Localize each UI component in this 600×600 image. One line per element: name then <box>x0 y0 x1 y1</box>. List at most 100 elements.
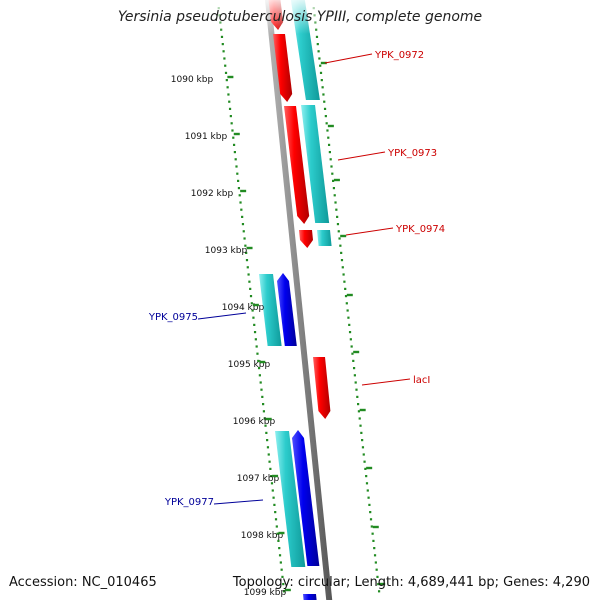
major-tick-left <box>284 588 291 592</box>
tick-dot <box>376 575 379 578</box>
axis-tick-label: 1096 kbp <box>233 417 276 427</box>
feature-callouts: YPK_0972 YPK_0973 YPK_0974 lacI YPK_0975 YPK_… <box>148 50 445 508</box>
tick-dot <box>327 136 330 139</box>
tick-dot <box>234 158 237 161</box>
cds-forward <box>299 230 313 248</box>
tick-dot <box>249 295 253 298</box>
axis-tick-label: 1095 kbp <box>228 360 271 370</box>
tick-dot <box>277 539 280 542</box>
tick-dot <box>346 309 349 312</box>
tick-dot <box>348 331 352 334</box>
tick-dot <box>365 482 369 485</box>
tick-dot <box>257 367 261 370</box>
tick-dot <box>361 446 365 449</box>
gene-block <box>317 230 332 246</box>
tick-dot <box>253 323 256 326</box>
tick-dot <box>237 187 241 190</box>
tick-dot <box>240 208 243 211</box>
tick-dot <box>367 496 370 499</box>
tick-dot <box>331 172 334 175</box>
feature-label-reverse: YPK_0975 <box>148 312 198 323</box>
axis-tick-label: 1092 kbp <box>191 189 234 199</box>
tick-dot <box>227 93 230 96</box>
tick-dot <box>229 115 232 118</box>
feature-label-reverse: YPK_0977 <box>164 497 214 508</box>
tick-dot <box>250 302 253 305</box>
tick-dot <box>369 511 372 514</box>
tick-dot <box>366 489 369 492</box>
tick-dots-right <box>312 7 381 593</box>
tick-dot <box>352 359 355 362</box>
tick-dot <box>273 503 276 506</box>
tick-dot <box>278 547 281 550</box>
tick-dot <box>353 374 356 377</box>
feature-label-forward: lacI <box>413 375 430 386</box>
tick-dot <box>373 554 377 557</box>
tick-dot <box>347 316 350 319</box>
tick-dot <box>223 57 226 60</box>
major-tick-left <box>246 246 253 250</box>
tick-dot <box>338 237 341 240</box>
tick-dot <box>225 79 228 82</box>
cds-reverse <box>292 430 320 566</box>
tick-dot <box>352 367 356 370</box>
tick-dot <box>274 511 277 514</box>
tick-dot <box>237 179 240 182</box>
tick-dot <box>260 388 263 391</box>
cds-forward <box>313 357 331 419</box>
tick-dot <box>256 352 259 355</box>
major-tick-left <box>265 417 272 421</box>
tick-dot <box>270 475 273 478</box>
tick-dot <box>345 302 348 305</box>
axis-tick-label: 1090 kbp <box>171 75 214 85</box>
tick-dot <box>373 547 376 550</box>
tick-dot <box>262 403 265 406</box>
tick-dot <box>232 143 236 146</box>
callout-line <box>345 227 394 236</box>
tick-dot <box>265 431 268 434</box>
callout-line <box>197 312 247 320</box>
tick-dot <box>233 151 236 154</box>
tick-dot <box>263 417 266 420</box>
tick-dot <box>255 345 258 348</box>
tick-dot <box>374 561 377 564</box>
tick-dot <box>354 381 357 384</box>
tick-dot <box>274 518 278 521</box>
tick-dot <box>253 331 257 334</box>
tick-dot <box>322 93 325 96</box>
tick-dot <box>258 374 261 377</box>
tick-dot <box>362 453 365 456</box>
tick-dot <box>320 79 323 82</box>
tick-dot <box>269 467 272 470</box>
tick-dot <box>336 223 340 226</box>
tick-dot <box>267 453 270 456</box>
gene-block <box>301 105 330 223</box>
tick-dot <box>236 172 239 175</box>
tick-dot <box>315 35 319 38</box>
axis-tick-label: 1097 kbp <box>237 474 280 484</box>
tick-dot <box>344 287 347 290</box>
tick-dot <box>357 403 360 406</box>
major-tick-left <box>240 189 247 193</box>
tick-dot <box>257 359 260 362</box>
tick-dot <box>321 86 324 89</box>
tick-dot <box>232 136 235 139</box>
tick-dot <box>270 482 274 485</box>
tick-dot <box>330 165 333 168</box>
major-tick <box>340 234 347 238</box>
tick-dot <box>220 35 224 38</box>
callout-line <box>213 499 264 505</box>
callout-line <box>324 53 373 64</box>
major-tick <box>327 124 334 128</box>
axis-tick-label: 1091 kbp <box>185 132 228 142</box>
tick-dot <box>245 259 249 262</box>
tick-dot <box>251 309 254 312</box>
major-tick-left <box>278 531 285 535</box>
tick-dot <box>351 352 354 355</box>
tick-dot <box>271 489 274 492</box>
tick-dot <box>371 532 374 535</box>
feature-label-forward: YPK_0972 <box>374 50 424 61</box>
tick-dot <box>343 280 346 283</box>
major-tick-left <box>252 303 259 307</box>
tick-dot <box>246 266 249 269</box>
